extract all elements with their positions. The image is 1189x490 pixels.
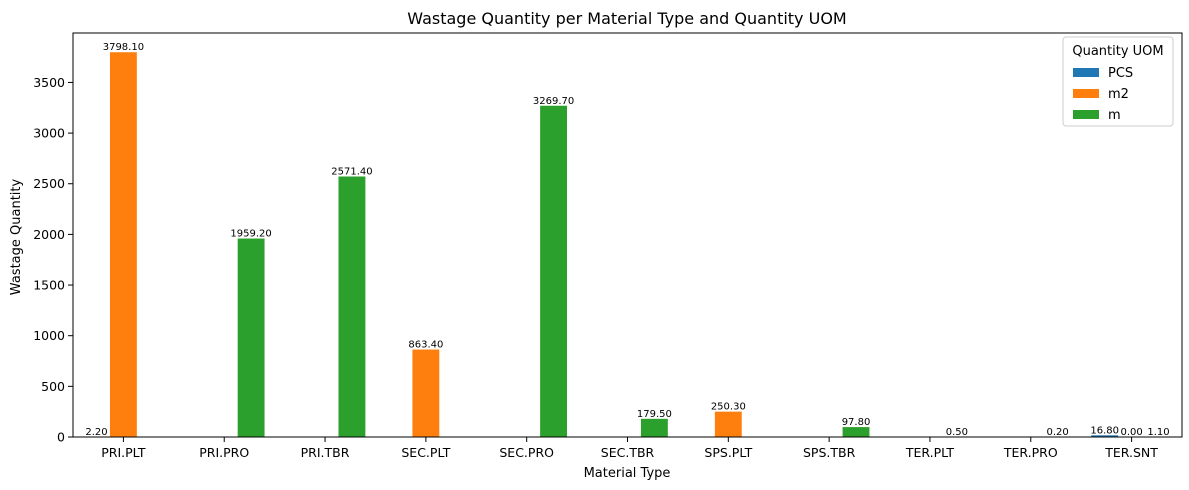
x-tick-label: TER.PRO xyxy=(1003,445,1058,460)
legend-label-m2: m2 xyxy=(1108,87,1129,102)
bar-m-pri-tbr xyxy=(338,176,366,437)
chart-title: Wastage Quantity per Material Type and Q… xyxy=(407,9,846,28)
data-label: 2571.40 xyxy=(331,167,372,178)
data-label: 863.40 xyxy=(408,340,443,351)
y-tick-label: 1000 xyxy=(33,328,65,343)
data-label: 0.00 xyxy=(1120,427,1142,438)
bar-m2-sec-plt xyxy=(412,349,440,437)
legend-swatch-m xyxy=(1073,110,1099,119)
data-label: 3269.70 xyxy=(533,96,574,107)
bar-m2-sps-plt xyxy=(714,411,742,437)
x-tick-label: PRI.TBR xyxy=(301,445,350,460)
x-tick-label: TER.PLT xyxy=(905,445,955,460)
plot-frame xyxy=(72,32,1183,438)
data-label: 2.20 xyxy=(85,427,107,438)
legend-label-m: m xyxy=(1108,108,1121,123)
x-tick-label: PRI.PLT xyxy=(101,445,146,460)
y-tick-label: 500 xyxy=(41,379,65,394)
legend-title: Quantity UOM xyxy=(1072,44,1163,59)
data-label: 0.50 xyxy=(946,427,968,438)
y-tick-label: 1500 xyxy=(33,278,65,293)
y-axis-label: Wastage Quantity xyxy=(9,179,24,296)
x-tick-label: SEC.PLT xyxy=(401,445,450,460)
legend-swatch-m2 xyxy=(1073,89,1099,98)
bar-m-pri-pro xyxy=(237,238,265,437)
data-label: 0.20 xyxy=(1047,427,1069,438)
x-tick-label: SPS.PLT xyxy=(704,445,752,460)
bar-m-sec-tbr xyxy=(640,418,668,437)
x-tick-label: SEC.PRO xyxy=(499,445,554,460)
x-tick-label: SEC.TBR xyxy=(601,445,655,460)
legend-swatch-pcs xyxy=(1073,68,1099,77)
data-label: 3798.10 xyxy=(103,42,144,53)
x-tick-label: TER.SNT xyxy=(1104,445,1158,460)
legend-frame xyxy=(1062,36,1174,127)
plot-area: 0 500 1000 1500 2000 2500 3000 3500 PRI.PLT 2.20 3… xyxy=(33,32,1183,460)
bar-m-sec-pro xyxy=(540,105,568,437)
y-tick-label: 2500 xyxy=(33,176,65,191)
data-label: 1959.20 xyxy=(230,229,271,240)
y-tick-label: 2000 xyxy=(33,227,65,242)
x-tick-label: PRI.PRO xyxy=(199,445,249,460)
y-tick-label: 3500 xyxy=(33,75,65,90)
bar-m2-pri-plt xyxy=(109,52,137,438)
data-label: 250.30 xyxy=(711,402,746,413)
y-tick-label: 0 xyxy=(57,430,65,445)
data-label: 1.10 xyxy=(1147,427,1169,438)
y-tick-label: 3000 xyxy=(33,126,65,141)
legend: Quantity UOM PCS m2 m xyxy=(1062,36,1174,127)
x-axis-label: Material Type xyxy=(584,466,671,481)
x-tick-label: SPS.TBR xyxy=(803,445,856,460)
bar-pcs-ter-snt xyxy=(1091,435,1119,437)
data-label: 97.80 xyxy=(842,417,871,428)
bar-m-sps-tbr xyxy=(842,427,870,437)
legend-label-pcs: PCS xyxy=(1108,66,1133,81)
data-label: 179.50 xyxy=(637,409,672,420)
data-label: 16.80 xyxy=(1090,425,1119,436)
